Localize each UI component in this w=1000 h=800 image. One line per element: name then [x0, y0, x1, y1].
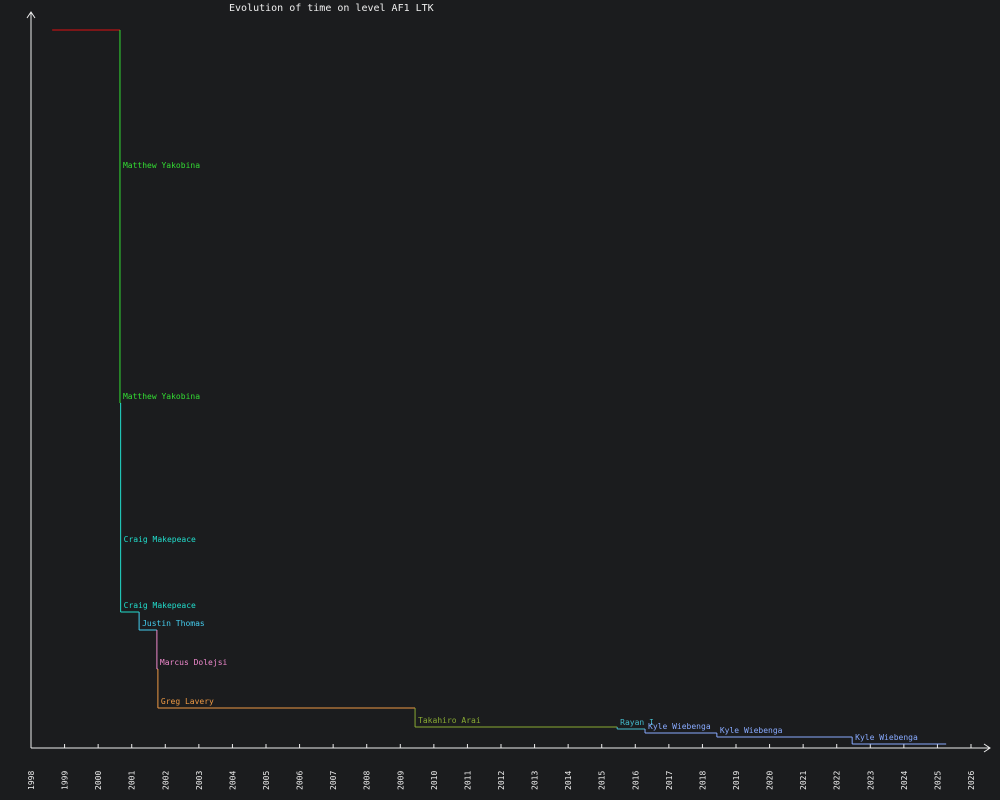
chart-title: Evolution of time on level AF1 LTK	[229, 3, 434, 14]
x-tick-label: 2007	[329, 771, 338, 790]
x-tick-label: 2010	[430, 771, 439, 790]
record-label: Greg Lavery	[161, 697, 214, 706]
x-tick-label: 2019	[732, 771, 741, 790]
x-tick-label: 2000	[94, 771, 103, 790]
record-label: Kyle Wiebenga	[720, 726, 783, 735]
x-tick-label: 2018	[698, 771, 707, 790]
record-label: Matthew Yakobina	[123, 392, 200, 401]
record-label: Craig Makepeace	[124, 535, 196, 544]
record-label: Justin Thomas	[142, 619, 205, 628]
record-label: Takahiro Arai	[418, 716, 481, 725]
record-label: Craig Makepeace	[124, 601, 196, 610]
x-tick-label: 2009	[396, 771, 405, 790]
x-tick-label: 2012	[497, 771, 506, 790]
x-tick-label: 2001	[128, 771, 137, 790]
record-label: Marcus Dolejsi	[160, 658, 228, 667]
x-tick-label: 2005	[262, 771, 271, 790]
x-tick-label: 2021	[799, 771, 808, 790]
x-axis	[31, 743, 991, 753]
x-tick-label: 1999	[61, 771, 70, 790]
x-tick-label: 2024	[900, 771, 909, 790]
x-tick-label: 2026	[967, 771, 976, 790]
x-tick-label: 2011	[463, 771, 472, 790]
x-tick-label: 2004	[228, 771, 237, 790]
record-label: Matthew Yakobina	[123, 161, 200, 170]
x-tick-label: 2003	[195, 771, 204, 790]
x-tick-label: 2025	[933, 771, 942, 790]
x-tick-label: 2020	[766, 771, 775, 790]
record-label: Rayan I	[620, 718, 654, 727]
x-tick-label: 2008	[363, 771, 372, 790]
x-tick-label: 2006	[296, 771, 305, 790]
y-axis	[26, 11, 36, 748]
x-tick-label: 2023	[866, 771, 875, 790]
x-tick-label: 2014	[564, 771, 573, 790]
x-tick-label: 2022	[833, 771, 842, 790]
record-label: Kyle Wiebenga	[855, 733, 918, 742]
record-label: Kyle Wiebenga	[648, 722, 711, 731]
x-tick-label: 2017	[665, 771, 674, 790]
x-tick-label: 2013	[531, 771, 540, 790]
x-tick-label: 2015	[598, 771, 607, 790]
x-tick-label: 2002	[161, 771, 170, 790]
x-tick-label: 2016	[631, 771, 640, 790]
x-tick-label: 1998	[27, 771, 36, 790]
